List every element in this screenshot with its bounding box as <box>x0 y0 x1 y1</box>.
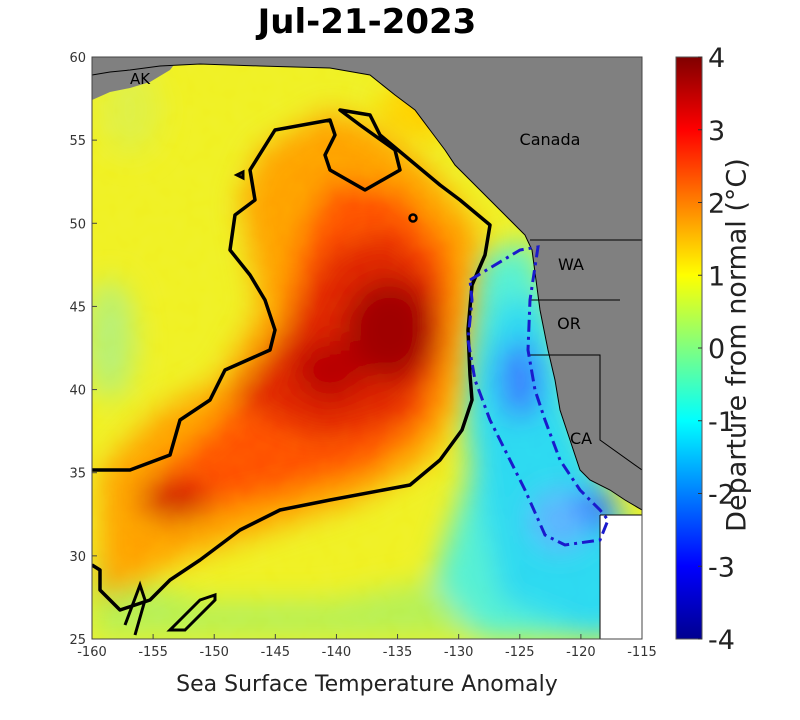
colorbar-tick-label: -3 <box>708 552 735 583</box>
lat-tick-label: 25 <box>69 633 86 648</box>
lon-tick-label: -160 <box>77 645 107 660</box>
lon-tick-label: -145 <box>261 645 291 660</box>
ccs-boundary <box>466 245 610 547</box>
coastline <box>92 63 642 639</box>
longitude-axis: -160 -155 -150 -145 -140 -135 -130 -125 -120 -115 <box>77 634 657 660</box>
lon-tick-label: -125 <box>505 645 535 660</box>
label-ca: CA <box>570 429 592 448</box>
colorbar-label: Departure from normal (°C) <box>721 158 753 532</box>
map-title: Jul-21-2023 <box>257 2 477 42</box>
label-ak: AK <box>130 70 151 88</box>
colorbar-tick-label: 0 <box>708 334 725 365</box>
colorbar-tick-label: -1 <box>708 407 735 438</box>
land-mass <box>92 57 642 639</box>
colorbar-tick-label: 4 <box>708 43 725 74</box>
lon-tick-label: -130 <box>444 645 474 660</box>
lon-tick-label: -115 <box>627 645 657 660</box>
lat-tick-label: 35 <box>69 467 86 482</box>
colorbar-ticks: 4 3 2 1 0 -1 -2 -3 -4 <box>698 43 735 656</box>
lat-tick-label: 40 <box>69 384 86 399</box>
x-axis-label: Sea Surface Temperature Anomaly <box>176 672 558 697</box>
label-or: OR <box>557 314 581 333</box>
heatwave-contour <box>92 108 492 612</box>
lon-tick-label: -140 <box>322 645 352 660</box>
latitude-axis: 60 55 50 45 40 35 30 25 <box>69 51 97 648</box>
label-wa: WA <box>558 255 584 274</box>
lat-tick-label: 30 <box>69 550 86 565</box>
label-canada: Canada <box>520 130 581 149</box>
lat-tick-label: 60 <box>69 51 86 66</box>
colorbar-tick-label: -4 <box>708 625 735 656</box>
lat-tick-label: 55 <box>69 134 86 149</box>
lon-tick-label: -155 <box>138 645 168 660</box>
colorbar-tick-label: 1 <box>708 261 725 292</box>
lat-tick-label: 45 <box>69 300 86 315</box>
lon-tick-label: -150 <box>199 645 229 660</box>
plot-frame <box>91 56 643 640</box>
colorbar-tick-label: 2 <box>708 189 725 220</box>
colorbar-tick-label: -2 <box>708 480 735 511</box>
sst-field <box>92 57 642 639</box>
lon-tick-label: -120 <box>566 645 596 660</box>
lat-tick-label: 50 <box>69 217 86 232</box>
colorbar-tick-label: 3 <box>708 116 725 147</box>
lon-tick-label: -135 <box>383 645 413 660</box>
